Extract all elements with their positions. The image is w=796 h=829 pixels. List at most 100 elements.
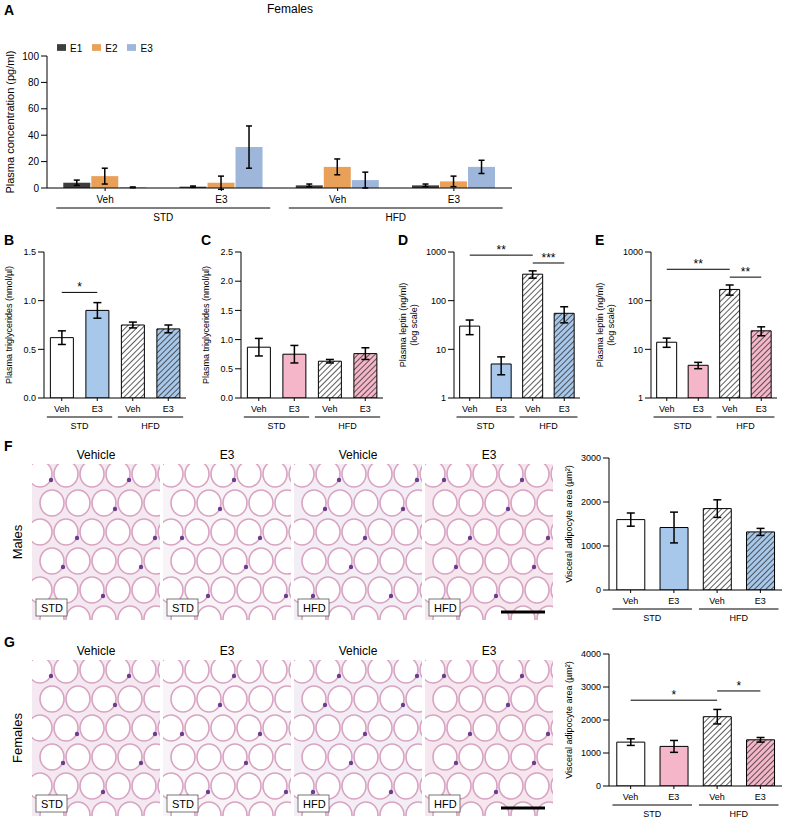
svg-text:E3: E3 xyxy=(482,644,497,658)
svg-text:E3: E3 xyxy=(755,596,766,606)
svg-text:*: * xyxy=(736,679,741,693)
svg-text:Veh: Veh xyxy=(462,404,478,414)
svg-text:E3: E3 xyxy=(755,792,766,802)
svg-text:HFD: HFD xyxy=(434,602,457,614)
svg-text:HFD: HFD xyxy=(303,602,326,614)
svg-text:STD: STD xyxy=(41,798,63,810)
svg-text:Vehicle: Vehicle xyxy=(339,448,378,462)
svg-text:Plasma triglycerides (nmol/µl): Plasma triglycerides (nmol/µl) xyxy=(4,266,14,384)
svg-text:E3: E3 xyxy=(668,596,679,606)
svg-text:HFD: HFD xyxy=(141,421,160,431)
svg-text:Plasma triglycerides (nmol/µl): Plasma triglycerides (nmol/µl) xyxy=(201,266,211,384)
svg-text:Veh: Veh xyxy=(659,404,675,414)
svg-text:HFD: HFD xyxy=(385,212,406,223)
svg-text:0.5: 0.5 xyxy=(23,345,36,355)
svg-text:2.5: 2.5 xyxy=(220,247,233,257)
svg-text:0.0: 0.0 xyxy=(23,393,36,403)
svg-text:Visceral adipocyte area (µm²): Visceral adipocyte area (µm²) xyxy=(564,661,574,779)
svg-text:*: * xyxy=(77,280,82,294)
svg-text:20: 20 xyxy=(28,156,40,167)
svg-text:1.5: 1.5 xyxy=(220,306,233,316)
svg-text:3000: 3000 xyxy=(581,453,601,463)
svg-text:Males: Males xyxy=(10,524,25,559)
svg-text:E3: E3 xyxy=(220,644,235,658)
svg-text:***: *** xyxy=(541,251,555,265)
svg-text:E3: E3 xyxy=(215,194,228,205)
svg-text:E3: E3 xyxy=(756,404,767,414)
svg-text:Veh: Veh xyxy=(709,596,725,606)
svg-text:Plasma leptin (ng/ml): Plasma leptin (ng/ml) xyxy=(398,283,408,368)
svg-text:1000: 1000 xyxy=(581,541,601,551)
svg-text:100: 100 xyxy=(431,296,446,306)
svg-text:100: 100 xyxy=(22,51,39,62)
svg-text:0: 0 xyxy=(33,183,39,194)
svg-text:E3: E3 xyxy=(496,404,507,414)
svg-text:1000: 1000 xyxy=(623,247,643,257)
svg-text:E3: E3 xyxy=(668,792,679,802)
svg-text:E3: E3 xyxy=(289,404,300,414)
svg-text:(log scale): (log scale) xyxy=(606,304,616,346)
svg-text:HFD: HFD xyxy=(730,613,749,623)
svg-text:Veh: Veh xyxy=(525,404,541,414)
svg-text:(log scale): (log scale) xyxy=(409,304,419,346)
svg-text:2000: 2000 xyxy=(581,497,601,507)
svg-text:0: 0 xyxy=(596,585,601,595)
svg-text:HFD: HFD xyxy=(539,421,558,431)
svg-text:E3: E3 xyxy=(482,448,497,462)
svg-text:1.0: 1.0 xyxy=(23,296,36,306)
svg-text:HFD: HFD xyxy=(434,798,457,810)
svg-text:Veh: Veh xyxy=(623,596,639,606)
svg-text:Veh: Veh xyxy=(322,404,338,414)
svg-text:60: 60 xyxy=(28,103,40,114)
svg-text:E3: E3 xyxy=(693,404,704,414)
svg-text:Veh: Veh xyxy=(329,194,346,205)
svg-text:STD: STD xyxy=(643,613,662,623)
svg-text:HFD: HFD xyxy=(303,798,326,810)
svg-text:STD: STD xyxy=(674,421,693,431)
svg-text:1000: 1000 xyxy=(426,247,446,257)
svg-text:Veh: Veh xyxy=(709,792,725,802)
svg-text:Plasma concentration (pg/ml): Plasma concentration (pg/ml) xyxy=(4,50,16,193)
svg-text:STD: STD xyxy=(153,212,173,223)
svg-text:1.0: 1.0 xyxy=(220,335,233,345)
svg-text:**: ** xyxy=(694,257,704,271)
svg-text:Veh: Veh xyxy=(722,404,738,414)
svg-text:Veh: Veh xyxy=(125,404,141,414)
svg-text:1000: 1000 xyxy=(581,748,601,758)
svg-text:Veh: Veh xyxy=(251,404,267,414)
svg-text:E3: E3 xyxy=(448,194,461,205)
svg-text:100: 100 xyxy=(628,296,643,306)
svg-text:1: 1 xyxy=(638,393,643,403)
svg-text:2.0: 2.0 xyxy=(220,276,233,286)
svg-text:10: 10 xyxy=(633,345,643,355)
svg-text:4000: 4000 xyxy=(581,649,601,659)
svg-text:0.5: 0.5 xyxy=(220,364,233,374)
svg-text:HFD: HFD xyxy=(736,421,755,431)
svg-text:E3: E3 xyxy=(92,404,103,414)
svg-text:**: ** xyxy=(741,265,751,279)
svg-text:Veh: Veh xyxy=(97,194,114,205)
svg-text:1: 1 xyxy=(441,393,446,403)
svg-text:E3: E3 xyxy=(360,404,371,414)
svg-text:Visceral adipocyte area (µm²): Visceral adipocyte area (µm²) xyxy=(564,465,574,583)
svg-text:STD: STD xyxy=(41,602,63,614)
svg-text:STD: STD xyxy=(643,809,662,819)
svg-text:0: 0 xyxy=(596,781,601,791)
svg-text:**: ** xyxy=(497,243,507,257)
svg-text:1.5: 1.5 xyxy=(23,247,36,257)
svg-text:E3: E3 xyxy=(559,404,570,414)
svg-text:STD: STD xyxy=(172,798,194,810)
svg-text:STD: STD xyxy=(477,421,496,431)
svg-text:HFD: HFD xyxy=(730,809,749,819)
svg-text:3000: 3000 xyxy=(581,682,601,692)
svg-text:STD: STD xyxy=(268,421,287,431)
svg-text:0.0: 0.0 xyxy=(220,393,233,403)
svg-text:Vehicle: Vehicle xyxy=(77,448,116,462)
svg-text:40: 40 xyxy=(28,130,40,141)
svg-text:80: 80 xyxy=(28,77,40,88)
svg-text:STD: STD xyxy=(71,421,90,431)
svg-text:10: 10 xyxy=(436,345,446,355)
svg-text:2000: 2000 xyxy=(581,715,601,725)
svg-text:Veh: Veh xyxy=(623,792,639,802)
svg-text:E3: E3 xyxy=(220,448,235,462)
